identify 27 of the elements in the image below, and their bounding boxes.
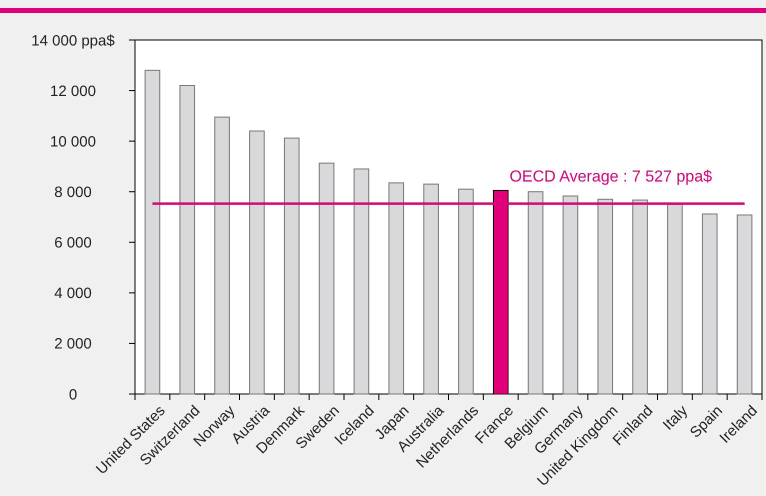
y-tick-label: 4 000 [54,285,92,302]
bar [249,130,265,394]
y-tick-label: 8 000 [54,184,92,201]
ref-line-label: OECD Average : 7 527 ppa$ [509,168,712,186]
bar [284,138,300,394]
bar [214,116,230,394]
bar [702,213,718,394]
bar [318,162,334,394]
x-tick-label: Italy [660,402,692,434]
bar [144,70,160,394]
bar [562,196,578,394]
y-tick-label: 0 [68,386,78,404]
bar [597,198,614,394]
y-tick-label: 10 000 [50,133,96,150]
bar [458,188,474,394]
bar [423,184,439,394]
bar [528,191,544,394]
bar [179,85,196,394]
y-tick-label: 6 000 [54,234,92,252]
y-tick-label: 12 000 [50,82,96,100]
bar [632,200,648,394]
y-tick-label: 14 000 ppa$ [31,32,116,50]
bar [736,214,752,394]
bar [388,182,404,394]
y-tick-label: 2 000 [54,336,92,353]
bar [667,204,683,394]
bar [354,168,370,394]
